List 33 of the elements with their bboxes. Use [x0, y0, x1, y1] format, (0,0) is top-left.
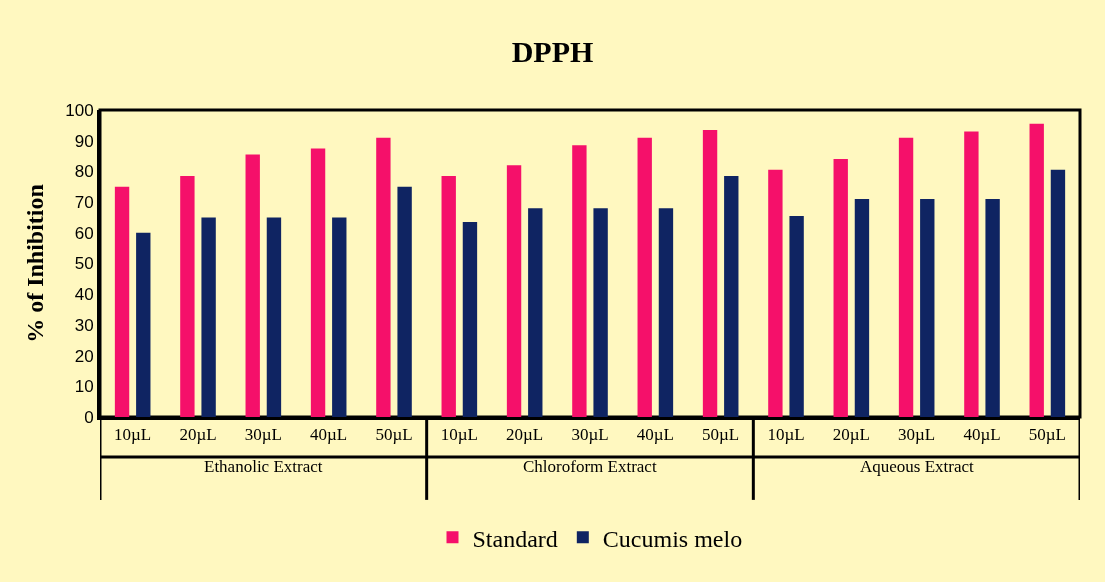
x-tick-label: 40µL [963, 425, 1001, 445]
y-tick-label: 70 [74, 193, 94, 213]
y-tick-label: 20 [74, 346, 94, 366]
x-tick-label: 50µL [1028, 425, 1066, 445]
y-tick-label: 50 [74, 254, 94, 274]
x-tick-label: 40µL [310, 425, 348, 445]
x-tick-label: 20µL [179, 425, 217, 445]
y-tick-label: 100 [65, 100, 94, 120]
y-tick-label: 0 [84, 407, 94, 427]
y-axis-title: % of Inhibition [22, 184, 49, 343]
legend-label: Standard [472, 525, 558, 552]
x-tick-label: 40µL [636, 425, 674, 445]
x-tick-label: 20µL [832, 425, 870, 445]
x-tick-label: 30µL [571, 425, 609, 445]
text: Aqueous Extract [860, 457, 975, 476]
x-tick-label: 50µL [702, 425, 740, 445]
legend-label: Cucumis melo [602, 525, 743, 552]
chart-title: DPPH [511, 34, 594, 68]
y-tick-label: 10 [74, 377, 94, 397]
x-tick-label: 30µL [898, 425, 936, 445]
text: Chloroform Extract [523, 457, 657, 476]
text: Ethanolic Extract [204, 457, 323, 476]
y-tick-label: 80 [74, 162, 94, 182]
x-tick-label: 10µL [114, 425, 152, 445]
y-tick-label: 40 [74, 285, 94, 305]
y-tick-label: 90 [74, 131, 94, 151]
x-tick-label: 20µL [506, 425, 544, 445]
x-tick-label: 10µL [767, 425, 805, 445]
y-tick-label: 60 [74, 223, 94, 243]
x-tick-label: 10µL [440, 425, 478, 445]
x-tick-label: 30µL [244, 425, 282, 445]
y-tick-label: 30 [74, 315, 94, 335]
x-tick-label: 50µL [375, 425, 413, 445]
